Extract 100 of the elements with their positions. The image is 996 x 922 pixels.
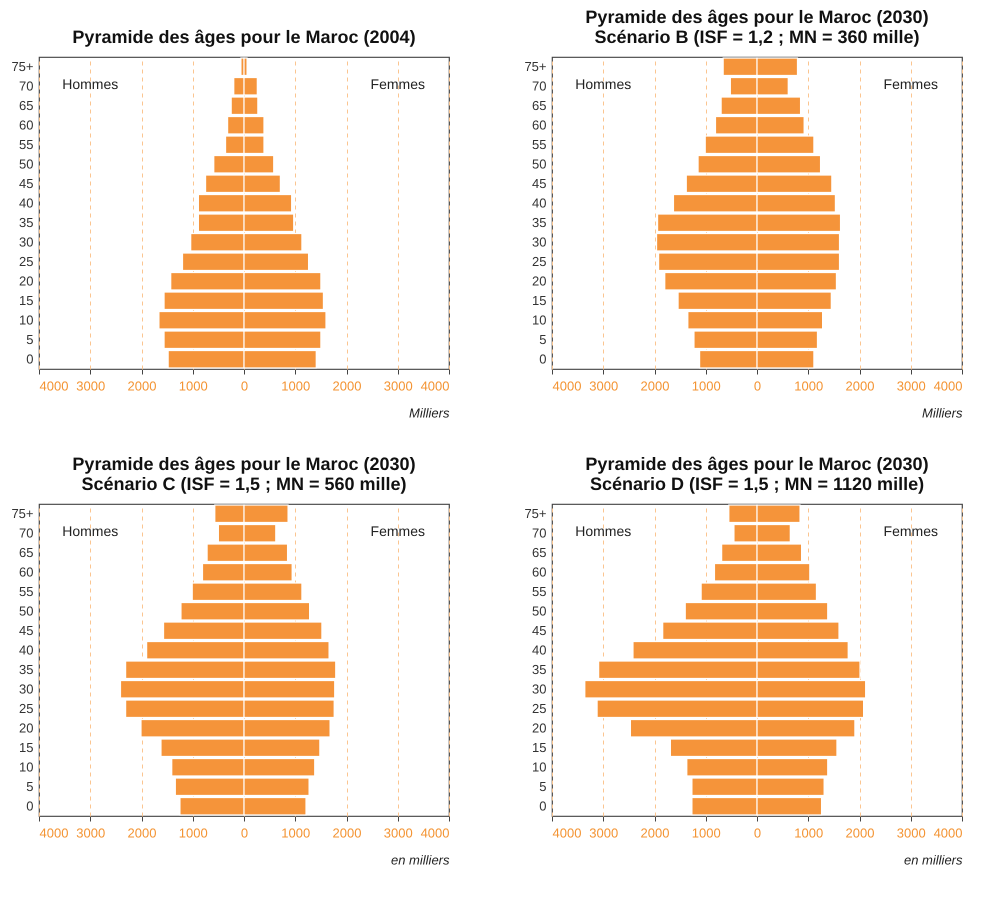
y-tick-label: 0 <box>539 798 546 814</box>
chart-subtitle: Scénario D (ISF = 1,5 ; MN = 1120 mille) <box>590 474 924 494</box>
x-tick-label: 1000 <box>281 826 310 840</box>
x-tick-label: 4000 <box>934 826 962 840</box>
y-tick-label: 20 <box>532 273 546 288</box>
annotation: Femmes <box>370 523 425 539</box>
x-tick-label: 4000 <box>40 378 68 394</box>
annotation: Femmes <box>370 76 425 92</box>
y-tick-label: 15 <box>532 292 546 308</box>
annotation: Hommes <box>62 76 118 92</box>
y-tick-label: 35 <box>19 662 34 677</box>
y-tick-label: 45 <box>532 176 546 191</box>
y-tick-label: 30 <box>19 234 34 250</box>
y-tick-label: 45 <box>19 176 34 191</box>
y-tick-label: 15 <box>19 740 34 755</box>
x-tick-label: 0 <box>754 826 762 840</box>
y-tick-label: 45 <box>532 622 546 638</box>
x-tick-label: 3000 <box>589 378 618 394</box>
y-tick-label: 50 <box>532 603 546 618</box>
y-tick-label: 75+ <box>524 58 546 74</box>
x-tick-label: 3000 <box>76 378 106 394</box>
y-tick-label: 30 <box>532 234 546 250</box>
y-tick-label: 65 <box>19 544 34 560</box>
y-tick-label: 50 <box>532 156 546 172</box>
x-tick-label: 2000 <box>332 826 362 840</box>
y-tick-label: 65 <box>532 544 546 560</box>
x-tick-label: 2000 <box>640 826 670 840</box>
y-tick-label: 40 <box>19 642 34 658</box>
y-tick-label: 50 <box>19 603 34 618</box>
chart-title: Pyramide des âges pour le Maroc (2030) <box>585 454 929 474</box>
y-tick-label: 10 <box>19 759 34 774</box>
x-tick-label: 3000 <box>76 826 106 840</box>
x-tick-label: 3000 <box>384 378 413 394</box>
x-tick-label: 1000 <box>692 378 721 394</box>
y-tick-label: 70 <box>19 525 34 540</box>
y-tick-label: 70 <box>19 78 34 94</box>
y-tick-label: 50 <box>19 156 34 172</box>
x-tick-label: 1000 <box>794 826 824 840</box>
x-tick-label: 2000 <box>846 826 874 840</box>
y-tick-label: 15 <box>532 740 546 755</box>
y-tick-label: 40 <box>532 195 546 210</box>
x-tick-label: 2000 <box>128 826 156 840</box>
y-tick-label: 5 <box>539 332 546 347</box>
y-tick-label: 60 <box>19 117 34 132</box>
x-tick-label: 3000 <box>589 826 618 840</box>
chart-subtitle: Scénario C (ISF = 1,5 ; MN = 560 mille) <box>81 474 407 494</box>
x-tick-label: 4000 <box>934 378 962 394</box>
y-tick-label: 25 <box>532 700 546 716</box>
y-tick-label: 75+ <box>11 58 34 74</box>
y-tick-label: 25 <box>532 254 546 269</box>
y-tick-label: 35 <box>532 662 546 677</box>
y-tick-label: 60 <box>532 117 546 132</box>
x-tick-label: 4000 <box>420 378 450 394</box>
x-tick-label: 2000 <box>846 378 874 394</box>
y-tick-label: 5 <box>26 778 34 794</box>
chart-title: Pyramide des âges pour le Maroc (2004) <box>72 27 416 47</box>
y-tick-label: 55 <box>532 584 546 599</box>
y-tick-label: 10 <box>19 312 34 328</box>
x-axis-title: en milliers <box>904 852 963 868</box>
y-tick-label: 55 <box>19 584 34 599</box>
chart-title: Pyramide des âges pour le Maroc (2030) <box>72 454 416 474</box>
y-tick-label: 25 <box>19 700 34 716</box>
x-axis-title: Milliers <box>922 406 963 420</box>
x-tick-label: 3000 <box>896 378 926 394</box>
x-tick-label: 3000 <box>384 826 413 840</box>
y-tick-label: 70 <box>532 525 546 540</box>
y-tick-label: 5 <box>26 332 34 347</box>
x-tick-label: 2000 <box>640 378 670 394</box>
y-tick-label: 55 <box>19 136 34 152</box>
y-tick-label: 20 <box>532 720 546 736</box>
y-tick-label: 40 <box>532 642 546 658</box>
x-tick-label: 0 <box>240 826 248 840</box>
x-axis-title: Milliers <box>409 406 450 420</box>
y-tick-label: 70 <box>532 78 546 94</box>
y-tick-label: 40 <box>19 195 34 210</box>
y-tick-label: 15 <box>19 292 34 308</box>
annotation: Hommes <box>62 523 118 539</box>
y-tick-label: 20 <box>19 273 34 288</box>
x-tick-label: 1000 <box>281 378 310 394</box>
annotation: Femmes <box>884 523 938 539</box>
x-tick-label: 2000 <box>332 378 362 394</box>
y-tick-label: 0 <box>26 798 34 814</box>
x-tick-label: 4000 <box>420 826 450 840</box>
x-tick-label: 0 <box>240 378 248 394</box>
y-tick-label: 60 <box>532 564 546 580</box>
annotation: Hommes <box>575 76 632 92</box>
x-tick-label: 1000 <box>794 378 824 394</box>
x-tick-label: 1000 <box>692 826 721 840</box>
x-tick-label: 0 <box>754 378 762 394</box>
y-tick-label: 35 <box>532 214 546 230</box>
y-tick-label: 65 <box>532 98 546 113</box>
chart-subtitle: Scénario B (ISF = 1,2 ; MN = 360 mille) <box>594 27 920 47</box>
y-tick-label: 30 <box>19 681 34 696</box>
y-tick-label: 0 <box>539 351 546 366</box>
y-tick-label: 25 <box>19 254 34 269</box>
x-tick-label: 4000 <box>552 378 582 394</box>
x-tick-label: 4000 <box>552 826 582 840</box>
y-tick-label: 60 <box>19 564 34 580</box>
chart-title: Pyramide des âges pour le Maroc (2030) <box>585 7 929 27</box>
x-tick-label: 1000 <box>178 826 208 840</box>
